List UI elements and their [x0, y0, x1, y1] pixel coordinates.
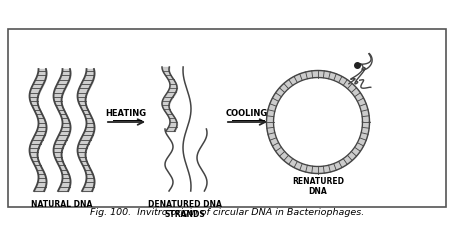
Circle shape [273, 78, 363, 167]
FancyBboxPatch shape [8, 30, 446, 207]
Text: DENATURED DNA
STRANDS: DENATURED DNA STRANDS [148, 199, 222, 218]
Text: COOLING: COOLING [226, 109, 268, 117]
Text: RENATURED
DNA: RENATURED DNA [292, 176, 344, 196]
Text: NATURAL DNA: NATURAL DNA [31, 199, 93, 208]
Text: Fig. 100.  Invitro origin of circular DNA in Bacteriophages.: Fig. 100. Invitro origin of circular DNA… [90, 208, 364, 217]
Text: HEATING: HEATING [106, 109, 147, 117]
Circle shape [267, 71, 369, 174]
